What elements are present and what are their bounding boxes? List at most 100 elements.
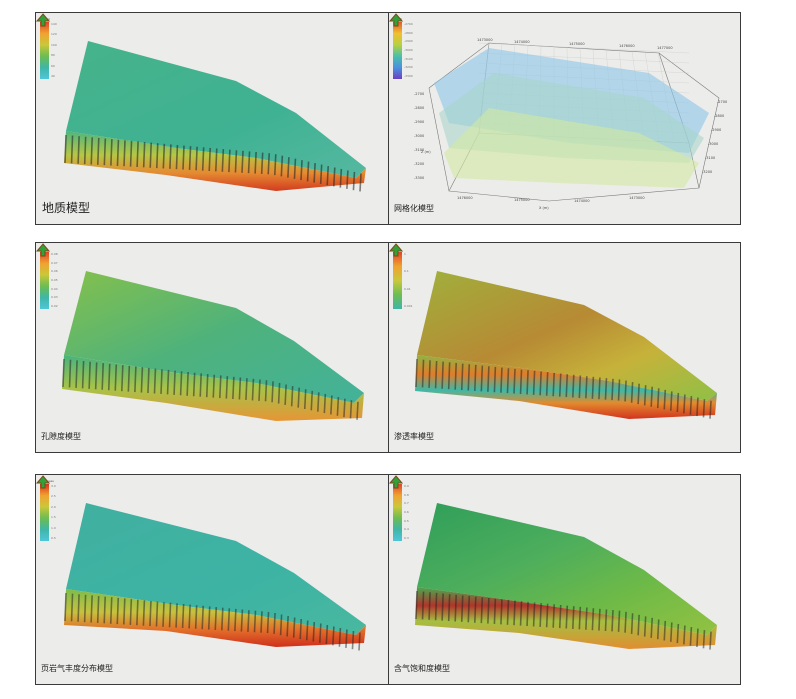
grid-stripe: [325, 624, 329, 645]
axis-labels: 1473000 1474000 1475000 1476000 1477000 …: [414, 38, 727, 210]
grid-stripe: [147, 367, 150, 394]
navigation-arrow-icon[interactable]: [36, 243, 50, 257]
legend-tick-label: 140: [51, 22, 57, 26]
grid-stripe: [149, 600, 152, 627]
grid-stripe: [585, 376, 588, 399]
grid-stripe: [539, 603, 542, 627]
grid-stripe: [287, 157, 290, 178]
legend-tick-label: 3.0: [51, 484, 56, 488]
grid-stripe: [214, 607, 218, 630]
grid-stripe: [103, 138, 107, 166]
grid-stripe: [676, 392, 680, 413]
grid-stripe: [643, 616, 647, 637]
grid-stripe: [696, 628, 699, 648]
model-top-surface: [66, 41, 366, 178]
grid-stripe: [572, 606, 575, 629]
grid-stripe: [81, 361, 85, 389]
grid-stripe: [487, 597, 490, 624]
grid-stripe: [136, 599, 139, 626]
legend-tick-label: 0.01: [404, 286, 411, 291]
grid-stripe: [545, 603, 549, 628]
legend-tick-label: -2800: [404, 30, 413, 35]
grid-stripe: [227, 608, 231, 631]
legend-tick-label: -3000: [404, 48, 413, 52]
grid-stripe: [421, 359, 425, 388]
grid-stripe: [290, 386, 294, 407]
legend-tick-label: 0.1: [404, 269, 409, 274]
grid-stripe: [519, 369, 523, 395]
grid-stripe: [513, 600, 516, 626]
grid-stripe: [201, 147, 205, 171]
grid-stripe: [598, 377, 601, 400]
grid-stripe: [578, 375, 582, 398]
navigation-arrow-icon[interactable]: [389, 243, 403, 257]
grid-stripe: [319, 164, 323, 184]
grid-stripe: [702, 630, 706, 649]
grid-stripe: [526, 601, 529, 627]
legend-tick-label: 1: [404, 252, 406, 256]
grid-stripe: [637, 614, 640, 636]
axis-label-left-3: -3000: [414, 134, 424, 138]
grid-stripe: [539, 371, 542, 396]
grid-stripe: [303, 389, 307, 410]
navigation-arrow-icon[interactable]: [389, 13, 403, 27]
grid-stripe: [142, 142, 146, 168]
grid-stripe: [460, 595, 464, 622]
grid-stripe: [96, 596, 100, 623]
navigation-arrow-icon[interactable]: [389, 475, 403, 489]
grid-stripe: [643, 385, 647, 406]
permeability-model-render: [415, 271, 717, 419]
grid-stripe: [313, 163, 316, 183]
grid-stripe: [339, 168, 343, 188]
grid-stripe: [75, 360, 78, 388]
grid-stripe: [245, 378, 248, 400]
legend-tick-label: 0.05: [51, 278, 58, 282]
grid-stripe: [683, 625, 686, 645]
porosity-model-panel: Por0.080.070.060.050.040.030.02 孔隙度模型: [35, 242, 389, 453]
grid-stripe: [251, 378, 255, 401]
grid-stripe: [434, 592, 438, 621]
grid-stripe: [558, 604, 562, 629]
navigation-arrow-icon[interactable]: [36, 13, 50, 27]
model-top-surface: [417, 503, 717, 635]
legend-color-bar: [393, 252, 402, 309]
permeability-model-panel: K10.10.010.001 渗透率模型: [388, 242, 741, 453]
grid-stripe: [179, 371, 183, 396]
grid-stripe: [591, 376, 595, 399]
grid-stripe: [103, 596, 106, 624]
grid-stripe: [526, 370, 529, 395]
grid-stripe: [317, 392, 320, 412]
grid-stripe: [121, 365, 124, 392]
axis-label-top-4: 1477000: [657, 46, 673, 50]
grid-stripe: [500, 599, 503, 625]
grid-stripe: [506, 368, 510, 394]
axis-label-bottom-3: 1473000: [629, 196, 645, 200]
grid-stripe: [598, 608, 601, 631]
grid-stripe: [221, 149, 225, 172]
grid-stripe: [300, 160, 303, 181]
grid-stripe: [480, 597, 484, 624]
panel-caption: 页岩气丰度分布模型: [41, 664, 113, 673]
grid-stripe: [90, 137, 94, 165]
grid-stripe: [617, 379, 621, 401]
grid-stripe: [232, 376, 235, 400]
grid-stripe: [506, 599, 510, 625]
grid-stripe: [64, 134, 67, 164]
legend-tick-label: 0.001: [404, 304, 413, 308]
legend-tick-label: 0.6: [404, 510, 409, 514]
model-top-surface: [417, 271, 717, 401]
grid-stripe: [114, 364, 118, 391]
model-grid-stripes: [415, 358, 712, 419]
model-grid-stripes: [62, 358, 359, 420]
axis-label-left-4: -3100: [414, 148, 424, 152]
grid-stripe: [346, 170, 349, 189]
grid-stripe: [650, 386, 653, 407]
grid-stripe: [493, 366, 497, 393]
legend-tick-label: 40: [51, 74, 55, 78]
grid-stripe: [330, 395, 333, 415]
legend-tick-label: 0.08: [51, 252, 58, 256]
grid-stripe: [676, 623, 680, 644]
navigation-arrow-icon[interactable]: [36, 475, 50, 489]
grid-model-panel: 1473000 1474000 1475000 1476000 1477000 …: [388, 12, 741, 225]
grid-stripe: [428, 592, 431, 620]
